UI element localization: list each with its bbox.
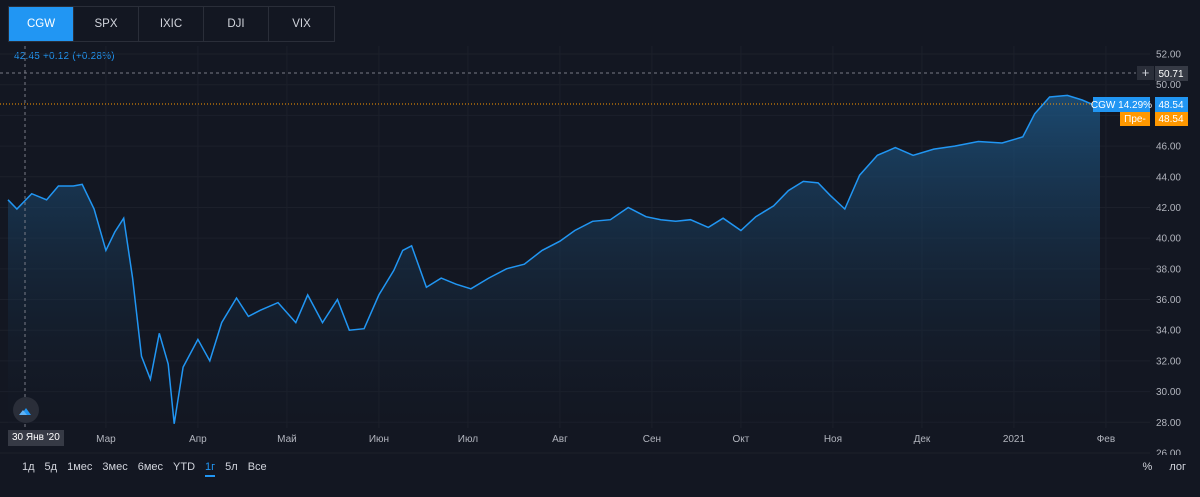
x-tick-label: Апр [189,434,207,445]
range-5d[interactable]: 5д [44,461,58,473]
scale-options: % лог [1143,455,1186,479]
x-tick-label: Июн [369,434,389,445]
range-6m[interactable]: 6мес [137,461,164,473]
y-tick-label: 30.00 [1156,387,1181,398]
y-tick-label: 46.00 [1156,142,1181,153]
price-legend: 42.45 +0.12 (+0.28%) [14,51,115,62]
x-tick-label: Мар [96,434,116,445]
cloud-icon [19,408,31,415]
tab-vix[interactable]: VIX [269,7,334,41]
svg-text:Пре-: Пре- [1124,114,1146,125]
range-1y[interactable]: 1г [200,461,220,477]
x-tick-label: Дек [914,434,931,445]
svg-text:50.71: 50.71 [1158,69,1183,80]
price-chart[interactable]: 26.00 28.00 30.00 32.00 34.00 36.00 38.00 40.00… [0,0,1200,455]
range-all[interactable]: Все [247,461,267,473]
crosshair-date-label: 30 Янв '20 [8,430,64,446]
add-alert-button[interactable]: + [1137,65,1154,80]
series-badge: CGW 14.29% 48.54 [1091,97,1188,112]
x-tick-label: Окт [733,434,750,445]
y-tick-label: 36.00 [1156,295,1181,306]
tab-dji[interactable]: DJI [204,7,269,41]
y-tick-label: 32.00 [1156,356,1181,367]
x-tick-label: Авг [552,434,568,445]
range-ytd[interactable]: YTD [173,461,196,473]
y-tick-label: 44.00 [1156,172,1181,183]
range-bar: 1д 5д 1мес 3мес 6мес YTD 1г 5л Все % лог [0,455,1200,479]
tab-cgw[interactable]: CGW [9,7,74,41]
tab-spx[interactable]: SPX [74,7,139,41]
x-axis: Мар Апр Май Июн Июл Авг Сен Окт Ноя Дек 2021 Фев [96,434,1115,445]
y-tick-label: 52.00 [1156,50,1181,61]
y-axis: 26.00 28.00 30.00 32.00 34.00 36.00 38.00 40.00… [1156,50,1181,456]
y-tick-label: 38.00 [1156,264,1181,275]
plus-icon: + [1142,65,1150,80]
y-tick-label: 42.00 [1156,203,1181,214]
x-tick-label: Ноя [824,434,842,445]
range-1d[interactable]: 1д [22,461,35,473]
x-tick-label: Июл [458,434,478,445]
svg-text:CGW 14.29%: CGW 14.29% [1091,100,1152,111]
series-line [7,94,1101,424]
y-tick-label: 26.00 [1156,449,1181,456]
tab-ixic[interactable]: IXIC [139,7,204,41]
x-tick-label: Фев [1097,434,1115,445]
x-tick-label: Май [277,434,297,445]
x-tick-label: Сен [643,434,661,445]
range-3m[interactable]: 3мес [102,461,128,473]
percent-scale-toggle[interactable]: % [1142,461,1153,473]
crosshair-price-label: 50.71 [1155,66,1188,81]
tradingview-logo[interactable] [13,397,39,423]
log-scale-toggle[interactable]: лог [1169,461,1186,473]
x-tick-label: 2021 [1003,434,1026,445]
svg-text:48.54: 48.54 [1158,100,1183,111]
svg-text:48.54: 48.54 [1158,114,1183,125]
series-area [8,95,1100,426]
y-tick-label: 34.00 [1156,326,1181,337]
y-tick-label: 28.00 [1156,418,1181,429]
y-tick-label: 50.00 [1156,80,1181,91]
y-tick-label: 40.00 [1156,234,1181,245]
range-5y[interactable]: 5л [225,461,238,473]
symbol-tabs: CGW SPX IXIC DJI VIX [8,6,335,42]
range-1m[interactable]: 1мес [67,461,93,473]
prev-close-badge: Пре- 48.54 [1120,112,1188,126]
